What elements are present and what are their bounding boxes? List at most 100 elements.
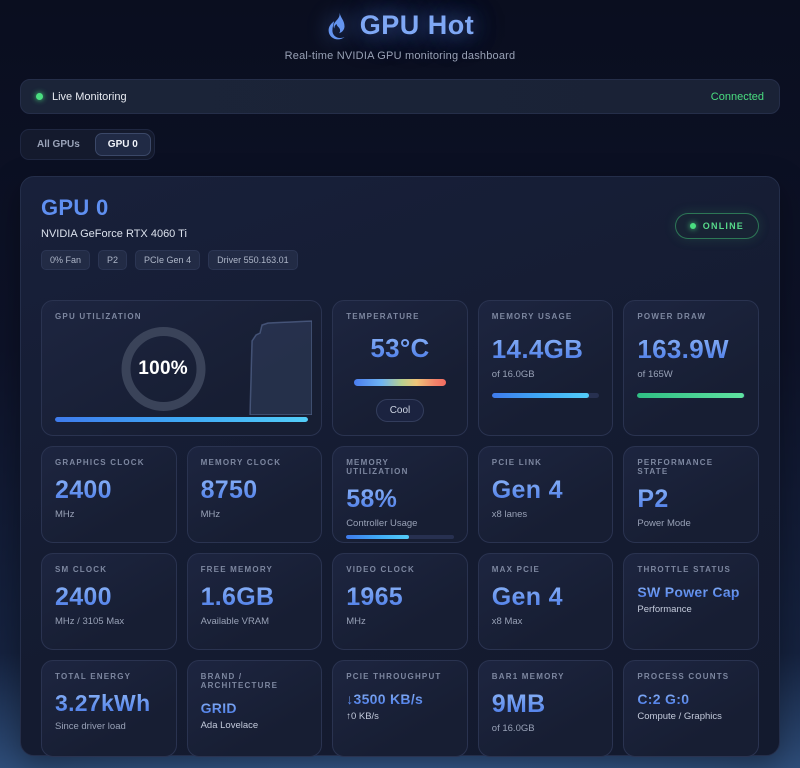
metric-label: PCIE LINK (491, 458, 543, 467)
metric-card-pcie-link: PCIE LINK Gen 4 x8 lanes (477, 446, 614, 543)
performance-state-value: P2 (637, 485, 745, 514)
metric-card-performance-state: PERFORMANCE STATE P2 Power Mode (623, 446, 759, 543)
badge-fan: 0% Fan (41, 250, 91, 270)
pcie-rx-value: ↓3500 KB/s (346, 691, 454, 707)
utilization-gauge: 100% (121, 327, 206, 411)
metrics-grid: GPU UTILIZATION 100% TEMPERATURE 53°C Co… (41, 300, 759, 757)
metric-card-process-counts: PROCESS COUNTS C:2 G:0 Compute / Graphic… (623, 660, 759, 757)
app-title: GPU Hot (359, 10, 475, 40)
utilization-sparkline (249, 320, 313, 415)
metric-card-brand-architecture: BRAND / ARCHITECTURE GRID Ada Lovelace (186, 660, 323, 757)
temperature-gradient-scale (354, 379, 446, 386)
metric-card-gpu-utilization: GPU UTILIZATION 100% (41, 300, 323, 436)
app-subtitle: Real-time NVIDIA GPU monitoring dashboar… (284, 50, 516, 62)
metric-label: TOTAL ENERGY (55, 672, 132, 681)
metric-label: GPU UTILIZATION (55, 312, 142, 321)
memory-utilization-value: 58% (346, 485, 454, 514)
metric-card-free-memory: FREE MEMORY 1.6GB Available VRAM (186, 553, 323, 650)
free-memory-sub: Available VRAM (200, 616, 270, 627)
memory-usage-bar-fill (491, 393, 589, 398)
metric-card-memory-utilization: MEMORY UTILIZATION 58% Controller Usage (332, 446, 468, 543)
free-memory-value: 1.6GB (201, 583, 309, 612)
connection-status: Connected (710, 90, 764, 103)
metric-label: PERFORMANCE STATE (637, 458, 714, 476)
power-draw-bar-fill (637, 393, 744, 398)
temperature-value: 53°C (346, 333, 454, 364)
memory-clock-sub: MHz (200, 509, 221, 520)
metric-label: SM CLOCK (55, 565, 108, 574)
memory-utilization-bar-fill (346, 535, 409, 539)
online-label: ONLINE (702, 221, 744, 231)
gpu-tabs: All GPUs GPU 0 (20, 129, 155, 160)
brand-value: GRID (201, 700, 309, 716)
flame-icon (328, 12, 345, 39)
online-dot-icon (689, 223, 696, 229)
memory-utilization-bar-track (346, 535, 454, 539)
pcie-link-sub: x8 lanes (491, 509, 528, 520)
metric-card-video-clock: VIDEO CLOCK 1965 MHz (332, 553, 468, 650)
metric-card-graphics-clock: GRAPHICS CLOCK 2400 MHz (41, 446, 177, 543)
memory-utilization-sub: Controller Usage (346, 518, 418, 529)
power-draw-value: 163.9W (637, 334, 745, 365)
live-monitoring-bar: Live Monitoring Connected (20, 79, 780, 114)
total-energy-value: 3.27kWh (55, 690, 163, 717)
max-pcie-sub: x8 Max (491, 616, 523, 627)
sm-clock-sub: MHz / 3105 Max (55, 616, 125, 627)
metric-label: MAX PCIE (491, 565, 541, 574)
utilization-bar-track (55, 417, 309, 422)
live-dot-icon (36, 93, 43, 100)
process-counts-sub: Compute / Graphics (637, 711, 722, 722)
power-draw-bar-track (637, 393, 745, 398)
metric-label: FREE MEMORY (200, 565, 274, 574)
metric-label: GRAPHICS CLOCK (55, 458, 145, 467)
metric-card-power-draw: POWER DRAW 163.9W of 165W (623, 300, 759, 436)
metric-label: THROTTLE STATUS (637, 565, 732, 574)
metric-card-sm-clock: SM CLOCK 2400 MHz / 3105 Max (41, 553, 177, 650)
bar1-memory-sub: of 16.0GB (491, 723, 535, 734)
utilization-bar-fill (55, 417, 309, 422)
page-header: GPU Hot Real-time NVIDIA GPU monitoring … (0, 0, 800, 62)
throttle-status-value: SW Power Cap (637, 584, 745, 600)
video-clock-sub: MHz (346, 616, 366, 627)
metric-card-pcie-throughput: PCIE THROUGHPUT ↓3500 KB/s ↑0 KB/s (332, 660, 468, 757)
memory-usage-value: 14.4GB (492, 334, 600, 365)
graphics-clock-sub: MHz (55, 509, 75, 520)
badge-pcie-gen: PCIe Gen 4 (135, 250, 201, 270)
badge-pstate: P2 (98, 250, 128, 270)
pcie-tx-value: ↑0 KB/s (346, 711, 379, 722)
metric-card-throttle-status: THROTTLE STATUS SW Power Cap Performance (623, 553, 759, 650)
process-counts-value: C:2 G:0 (637, 691, 745, 707)
throttle-status-sub: Performance (637, 604, 692, 615)
sm-clock-value: 2400 (55, 583, 163, 612)
metric-label: TEMPERATURE (346, 312, 420, 321)
total-energy-sub: Since driver load (55, 721, 126, 732)
graphics-clock-value: 2400 (55, 476, 163, 505)
gpu-0-card: GPU 0 NVIDIA GeForce RTX 4060 Ti 0% Fan … (20, 176, 780, 757)
max-pcie-value: Gen 4 (492, 583, 600, 612)
metric-label: BAR1 MEMORY (491, 672, 565, 681)
online-badge: ONLINE (674, 213, 759, 239)
utilization-value: 100% (138, 358, 189, 379)
metric-label: PCIE THROUGHPUT (346, 672, 442, 681)
video-clock-value: 1965 (346, 583, 454, 612)
power-draw-sub: of 165W (637, 369, 673, 380)
temperature-status-badge: Cool (375, 399, 425, 422)
metric-label: MEMORY CLOCK (200, 458, 282, 467)
badge-driver: Driver 550.163.01 (208, 250, 298, 270)
live-monitoring-label: Live Monitoring (52, 90, 127, 103)
metric-label: POWER DRAW (637, 312, 707, 321)
memory-usage-bar-track (491, 393, 600, 398)
pcie-link-value: Gen 4 (492, 476, 600, 505)
metric-label: MEMORY UTILIZATION (346, 458, 409, 476)
gpu-card-title: GPU 0 (41, 195, 109, 220)
gpu-badges: 0% Fan P2 PCIe Gen 4 Driver 550.163.01 (41, 250, 298, 270)
tab-all-gpus[interactable]: All GPUs (37, 139, 80, 150)
metric-label: VIDEO CLOCK (346, 565, 415, 574)
metric-card-total-energy: TOTAL ENERGY 3.27kWh Since driver load (41, 660, 177, 757)
tab-gpu-0[interactable]: GPU 0 (94, 133, 151, 156)
metric-label: MEMORY USAGE (491, 312, 573, 321)
gpu-name: NVIDIA GeForce RTX 4060 Ti (41, 228, 187, 240)
bar1-memory-value: 9MB (492, 690, 600, 719)
metric-card-bar1-memory: BAR1 MEMORY 9MB of 16.0GB (477, 660, 614, 757)
performance-state-sub: Power Mode (637, 518, 691, 529)
